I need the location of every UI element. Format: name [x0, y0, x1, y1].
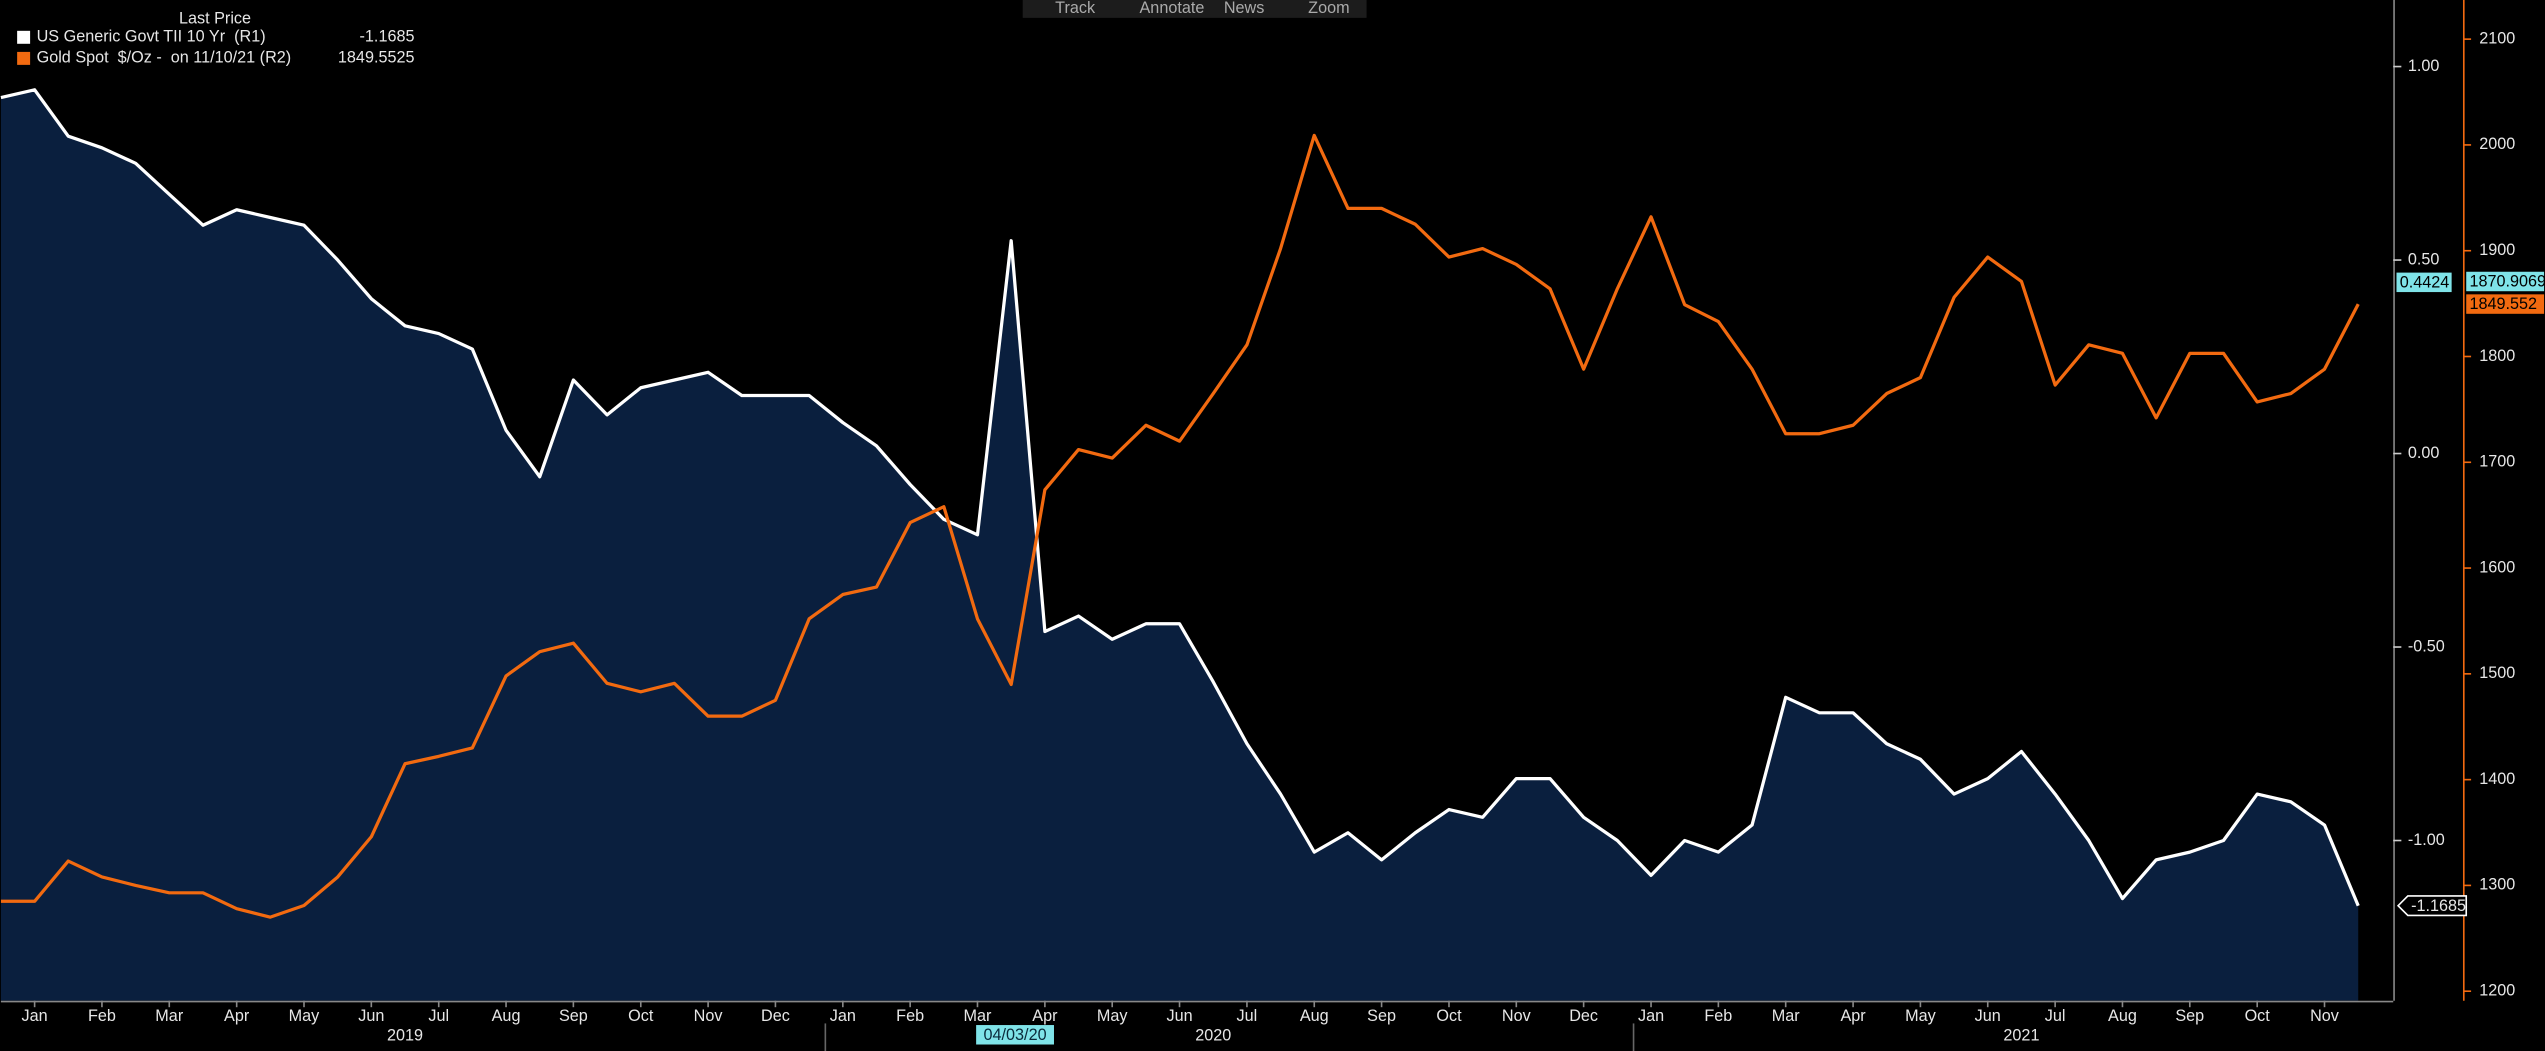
- x-tick-label: Feb: [88, 1007, 116, 1025]
- x-tick-label: May: [289, 1007, 321, 1025]
- y2-tick-label: 1300: [2479, 876, 2515, 894]
- x-tick-label: Jul: [2045, 1007, 2066, 1025]
- toolbar-button[interactable]: Track: [1055, 0, 1096, 17]
- x-tick-label: Jun: [1975, 1007, 2001, 1025]
- legend-label: US Generic Govt TII 10 Yr (R1): [37, 28, 266, 46]
- y2-tick-label: 1600: [2479, 558, 2515, 576]
- plot-area: [0, 88, 2360, 1001]
- x-tick-label: Oct: [1436, 1007, 1462, 1025]
- x-tick-label: Mar: [155, 1007, 184, 1025]
- last-value-label: -1.1685: [2411, 897, 2466, 915]
- x-tick-label: Aug: [1300, 1007, 1329, 1025]
- y2-tick-label: 1800: [2479, 347, 2515, 365]
- x-tick-label: Mar: [964, 1007, 993, 1025]
- value-tag-label: 1870.9069: [2469, 273, 2545, 291]
- x-tick-label: Sep: [2175, 1007, 2204, 1025]
- crosshair-label: 04/03/20: [984, 1026, 1047, 1044]
- y-tick-label: -0.50: [2408, 637, 2445, 655]
- legend-label: Gold Spot $/Oz - on 11/10/21 (R2): [37, 49, 292, 67]
- legend-swatch: [17, 30, 31, 44]
- legend-swatch: [17, 51, 31, 65]
- y-tick-label: 0.50: [2408, 250, 2440, 268]
- y-tick-label: 1.00: [2408, 57, 2440, 75]
- x-tick-label: Apr: [224, 1007, 250, 1025]
- value-tag-label: 0.4424: [2400, 273, 2450, 291]
- x-tick-label: Dec: [761, 1007, 790, 1025]
- y2-tick-label: 1400: [2479, 770, 2515, 788]
- y2-tick-label: 1900: [2479, 241, 2515, 259]
- x-tick-label: Mar: [1772, 1007, 1801, 1025]
- x-tick-label: May: [1097, 1007, 1129, 1025]
- x-tick-label: Sep: [559, 1007, 588, 1025]
- x-tick-label: Jun: [1166, 1007, 1192, 1025]
- legend-value: -1.1685: [360, 28, 415, 46]
- legend-value: 1849.5525: [338, 49, 415, 67]
- y-tick-label: -1.00: [2408, 831, 2445, 849]
- x-tick-label: Apr: [1840, 1007, 1866, 1025]
- crosshair-tag: [976, 1025, 1054, 1045]
- x-tick-label: Feb: [1704, 1007, 1732, 1025]
- x-tick-label: Feb: [896, 1007, 924, 1025]
- year-label: 2019: [387, 1027, 423, 1045]
- x-tick-label: Aug: [492, 1007, 521, 1025]
- value-tag-label: 1849.552: [2469, 295, 2537, 313]
- y2-tick-label: 2000: [2479, 135, 2515, 153]
- y-tick-label: 0.00: [2408, 444, 2440, 462]
- year-label: 2020: [1195, 1027, 1231, 1045]
- x-tick-label: Dec: [1569, 1007, 1598, 1025]
- x-tick-label: Nov: [2310, 1007, 2340, 1025]
- value-tag: [2466, 294, 2545, 314]
- area: [0, 89, 2359, 1001]
- x-tick-label: Sep: [1367, 1007, 1396, 1025]
- x-tick-label: Jan: [22, 1007, 48, 1025]
- year-label: 2021: [2003, 1027, 2039, 1045]
- x-tick-label: Jul: [1237, 1007, 1258, 1025]
- x-tick-label: May: [1905, 1007, 1937, 1025]
- toolbar-button[interactable]: Zoom: [1308, 0, 1349, 17]
- series-line: [0, 88, 2360, 907]
- last-value-tag: [2396, 895, 2468, 917]
- value-tag: [2466, 271, 2545, 292]
- y2-tick-label: 1700: [2479, 453, 2515, 471]
- x-tick-label: Oct: [2245, 1007, 2271, 1025]
- toolbar-button[interactable]: Annotate: [1140, 0, 1205, 17]
- toolbar-button[interactable]: News: [1224, 0, 1265, 17]
- x-tick-label: Apr: [1032, 1007, 1058, 1025]
- x-tick-label: Aug: [2108, 1007, 2137, 1025]
- x-tick-label: Jul: [428, 1007, 449, 1025]
- x-tick-label: Nov: [694, 1007, 724, 1025]
- x-tick-label: Oct: [628, 1007, 654, 1025]
- value-tag: [2396, 272, 2452, 293]
- x-tick-label: Jan: [1638, 1007, 1664, 1025]
- y2-tick-label: 1500: [2479, 664, 2515, 682]
- x-tick-label: Jun: [358, 1007, 384, 1025]
- legend-title: Last Price: [179, 10, 251, 28]
- x-axis-band: [0, 1000, 2394, 1051]
- x-tick-label: Nov: [1502, 1007, 1532, 1025]
- y2-tick-label: 2100: [2479, 29, 2515, 47]
- series-line: [0, 133, 2360, 919]
- y2-tick-label: 1200: [2479, 981, 2515, 999]
- legend-box: [0, 0, 423, 73]
- toolbar: [1022, 0, 1367, 18]
- x-tick-label: Jan: [830, 1007, 856, 1025]
